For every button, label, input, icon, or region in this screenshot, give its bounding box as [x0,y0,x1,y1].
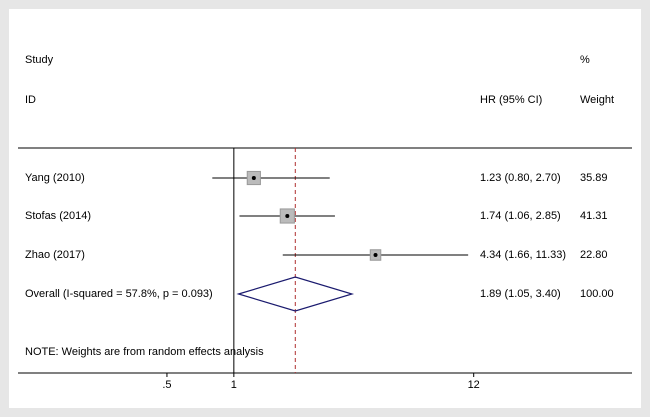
study-label: Yang (2010) [25,172,85,184]
overall-label: Overall (I-squared = 57.8%, p = 0.093) [25,288,213,300]
x-tick-label: .5 [162,379,171,391]
ci-label: 1.89 (1.05, 3.40) [480,288,561,300]
ci-label: 1.74 (1.06, 2.85) [480,210,561,222]
x-tick-label: 12 [468,379,480,391]
study-label: Zhao (2017) [25,249,85,261]
weight-label: 22.80 [580,249,608,261]
overall-diamond [236,276,355,312]
study-label: Stofas (2014) [25,210,91,222]
point-estimate [251,176,256,180]
header-pct: % [580,54,590,66]
point-estimate [373,253,378,257]
ci-label: 1.23 (0.80, 2.70) [480,172,561,184]
header-weight: Weight [580,94,614,106]
note: NOTE: Weights are from random effects an… [25,346,264,358]
weight-label: 35.89 [580,172,608,184]
header-hr: HR (95% CI) [480,94,542,106]
header-study: Study [25,54,54,66]
point-estimate [285,214,290,218]
ci-label: 4.34 (1.66, 11.33) [480,249,566,261]
x-tick-label: 1 [231,379,237,391]
weight-label: 41.31 [580,210,608,222]
weight-label: 100.00 [580,288,614,300]
plot-background [9,9,641,408]
header-id: ID [25,94,36,106]
